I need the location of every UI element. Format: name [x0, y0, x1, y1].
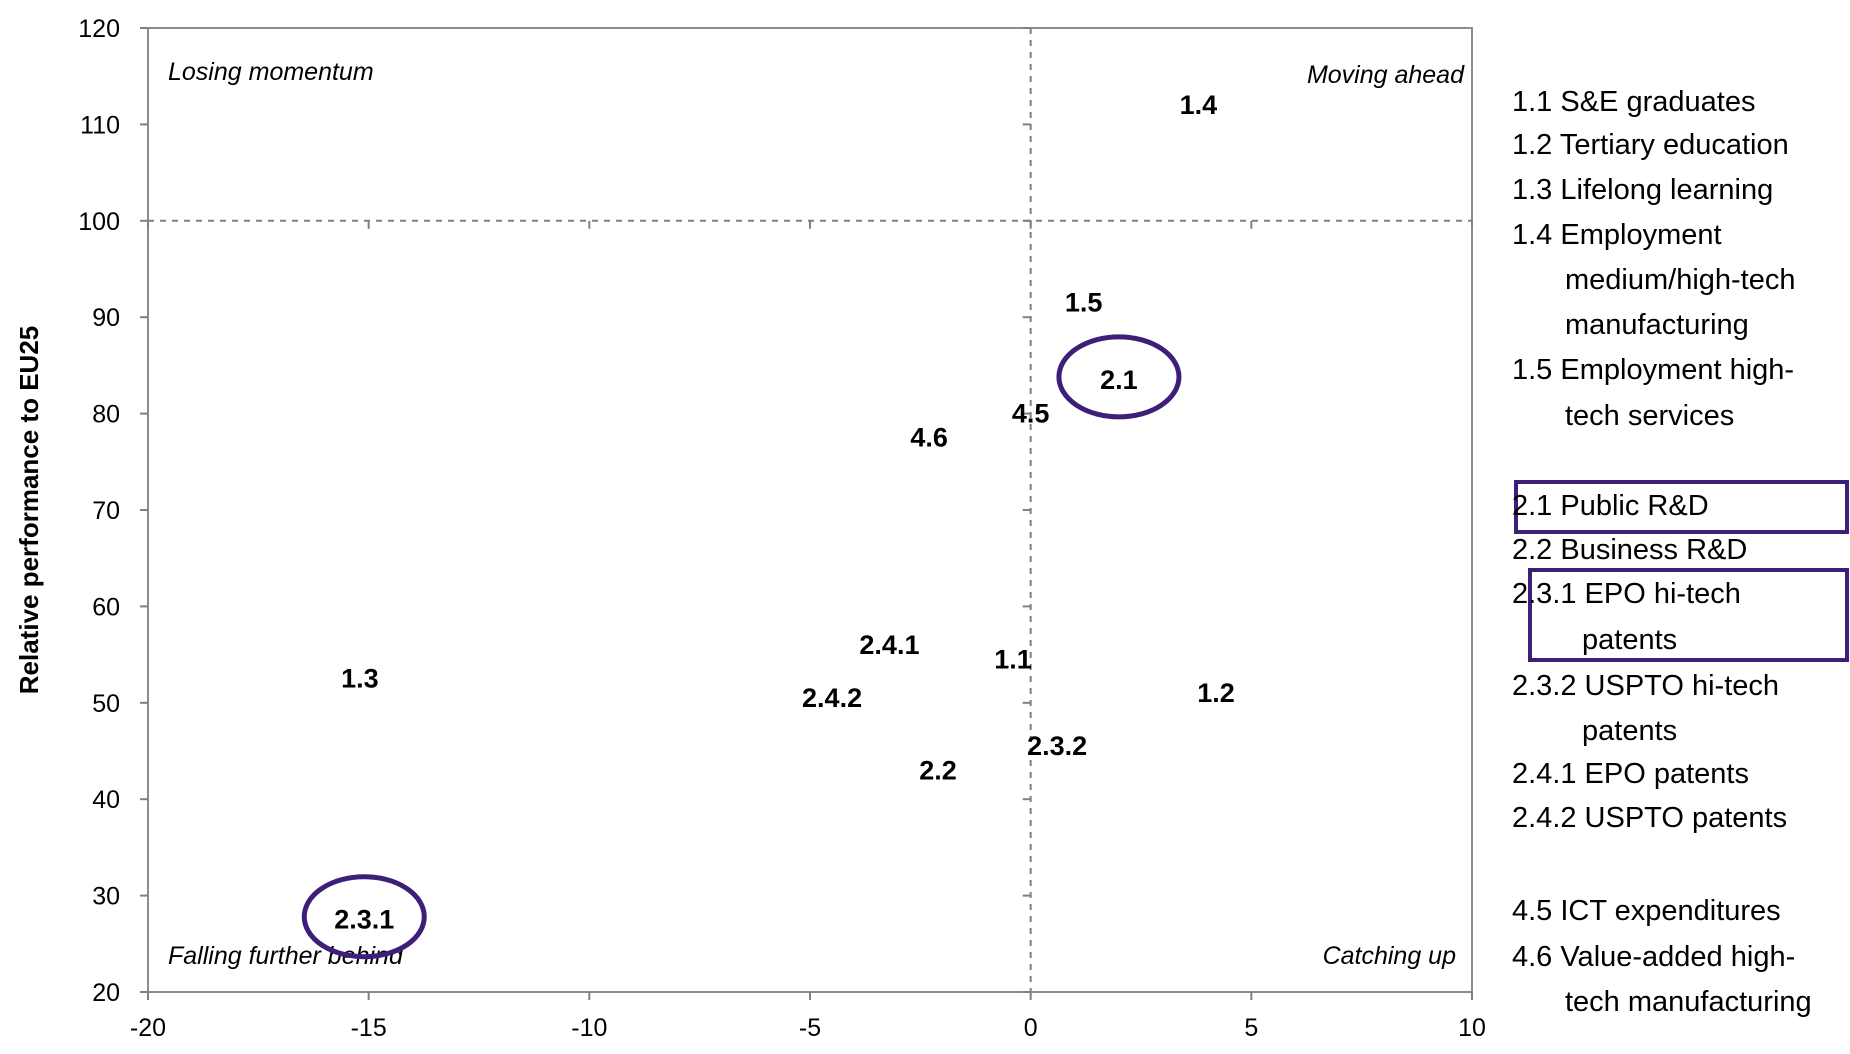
x-tick-label: 0	[1024, 1014, 1038, 1042]
data-point-4-5: 4.5	[1012, 399, 1050, 429]
legend-item-4-5: 4.5 ICT expenditures	[1512, 895, 1781, 927]
y-tick-label: 90	[92, 304, 120, 332]
legend-item-1-4-cont: medium/high-tech	[1512, 258, 1796, 303]
data-point-2-4-1: 2.4.1	[859, 630, 919, 660]
x-tick-label: -10	[571, 1014, 607, 1042]
legend-item-4-6: 4.6 Value-added high-	[1512, 941, 1796, 973]
y-tick-label: 30	[92, 883, 120, 911]
legend-item-2-3-2-cont: patents	[1512, 709, 1677, 754]
legend-highlight-box-2-3-1	[1528, 568, 1849, 662]
y-tick-label: 100	[78, 208, 120, 236]
legend-item-2-3-1: 2.3.1 EPO hi-tech	[1512, 578, 1741, 610]
legend-item-1-4-line3: manufacturing	[1565, 309, 1749, 341]
legend-item-2-4-1: 2.4.1 EPO patents	[1512, 758, 1749, 790]
data-point-1-5: 1.5	[1065, 288, 1103, 318]
data-point-1-1: 1.1	[994, 644, 1032, 674]
y-tick-label: 110	[80, 111, 120, 139]
legend-item-1-2: 1.2 Tertiary education	[1512, 129, 1789, 161]
x-tick-label: -15	[351, 1014, 387, 1042]
data-point-2-1: 2.1	[1100, 365, 1138, 395]
quadrant-label-bottom-right: Catching up	[1323, 942, 1457, 970]
scatter-chart: 20 30 40 50 60 70 80 90 100 110 120 -20 -15 -10 -5 0 5 10…	[14, 15, 1486, 1042]
data-point-4-6: 4.6	[910, 423, 948, 453]
legend-item-2-1: 2.1 Public R&D	[1512, 490, 1709, 522]
y-tick-label: 120	[78, 15, 120, 43]
legend-item-1-4-cont2: manufacturing	[1512, 303, 1749, 348]
y-tick-label: 60	[92, 593, 120, 621]
x-tick-label: 10	[1458, 1014, 1486, 1042]
legend-item-1-4-line2: medium/high-tech	[1565, 264, 1796, 296]
x-tick-label: -20	[130, 1014, 166, 1042]
data-point-2-1-highlight-ring	[1056, 334, 1182, 420]
legend: 1.1 S&E graduates 1.2 Tertiary education…	[1512, 0, 1850, 1054]
legend-highlight-box-2-1	[1514, 480, 1849, 534]
legend-item-1-4: 1.4 Employment	[1512, 219, 1722, 251]
legend-item-1-5-cont: tech services	[1512, 394, 1734, 439]
data-point-2-3-1: 2.3.1	[334, 905, 394, 935]
legend-item-1-5-line2: tech services	[1565, 400, 1735, 432]
legend-item-1-5: 1.5 Employment high-	[1512, 354, 1795, 386]
legend-item-4-6-cont: tech manufacturing	[1512, 980, 1812, 1025]
legend-item-2-4-2: 2.4.2 USPTO patents	[1512, 802, 1788, 834]
legend-item-4-6-line2: tech manufacturing	[1565, 986, 1812, 1018]
data-point-2-4-2: 2.4.2	[802, 683, 862, 713]
legend-item-1-3: 1.3 Lifelong learning	[1512, 174, 1774, 206]
x-tick-label: -5	[799, 1014, 821, 1042]
plot-frame	[147, 27, 1473, 993]
legend-item-2-3-2-line2: patents	[1582, 715, 1678, 747]
data-point-1-4: 1.4	[1180, 90, 1218, 120]
legend-item-2-2: 2.2 Business R&D	[1512, 534, 1748, 566]
plot-area: 20 30 40 50 60 70 80 90 100 110 120 -20 -15 -10 -5 0 5 10…	[14, 15, 1486, 1042]
quadrant-label-top-right: Moving ahead	[1307, 61, 1465, 89]
legend-item-2-3-1-cont: patents	[1512, 618, 1677, 663]
legend-item-2-3-1-line2: patents	[1582, 624, 1678, 656]
data-point-1-3: 1.3	[341, 664, 379, 694]
y-tick-label: 70	[92, 497, 120, 525]
legend-item-1-1: 1.1 S&E graduates	[1512, 86, 1756, 118]
data-point-1-2: 1.2	[1197, 678, 1235, 708]
quadrant-label-top-left: Losing momentum	[168, 58, 374, 86]
y-tick-label: 80	[92, 401, 120, 429]
data-point-2-3-2: 2.3.2	[1027, 731, 1087, 761]
x-tick-label: 5	[1244, 1014, 1258, 1042]
data-point-2-2: 2.2	[919, 755, 957, 785]
legend-item-2-3-2: 2.3.2 USPTO hi-tech	[1512, 670, 1780, 702]
y-tick-label: 40	[92, 786, 120, 814]
y-tick-label: 20	[92, 979, 120, 1007]
y-tick-label: 50	[92, 690, 120, 718]
data-point-2-3-1-highlight-ring	[301, 874, 427, 960]
y-axis-title: Relative performance to EU25	[14, 326, 44, 694]
